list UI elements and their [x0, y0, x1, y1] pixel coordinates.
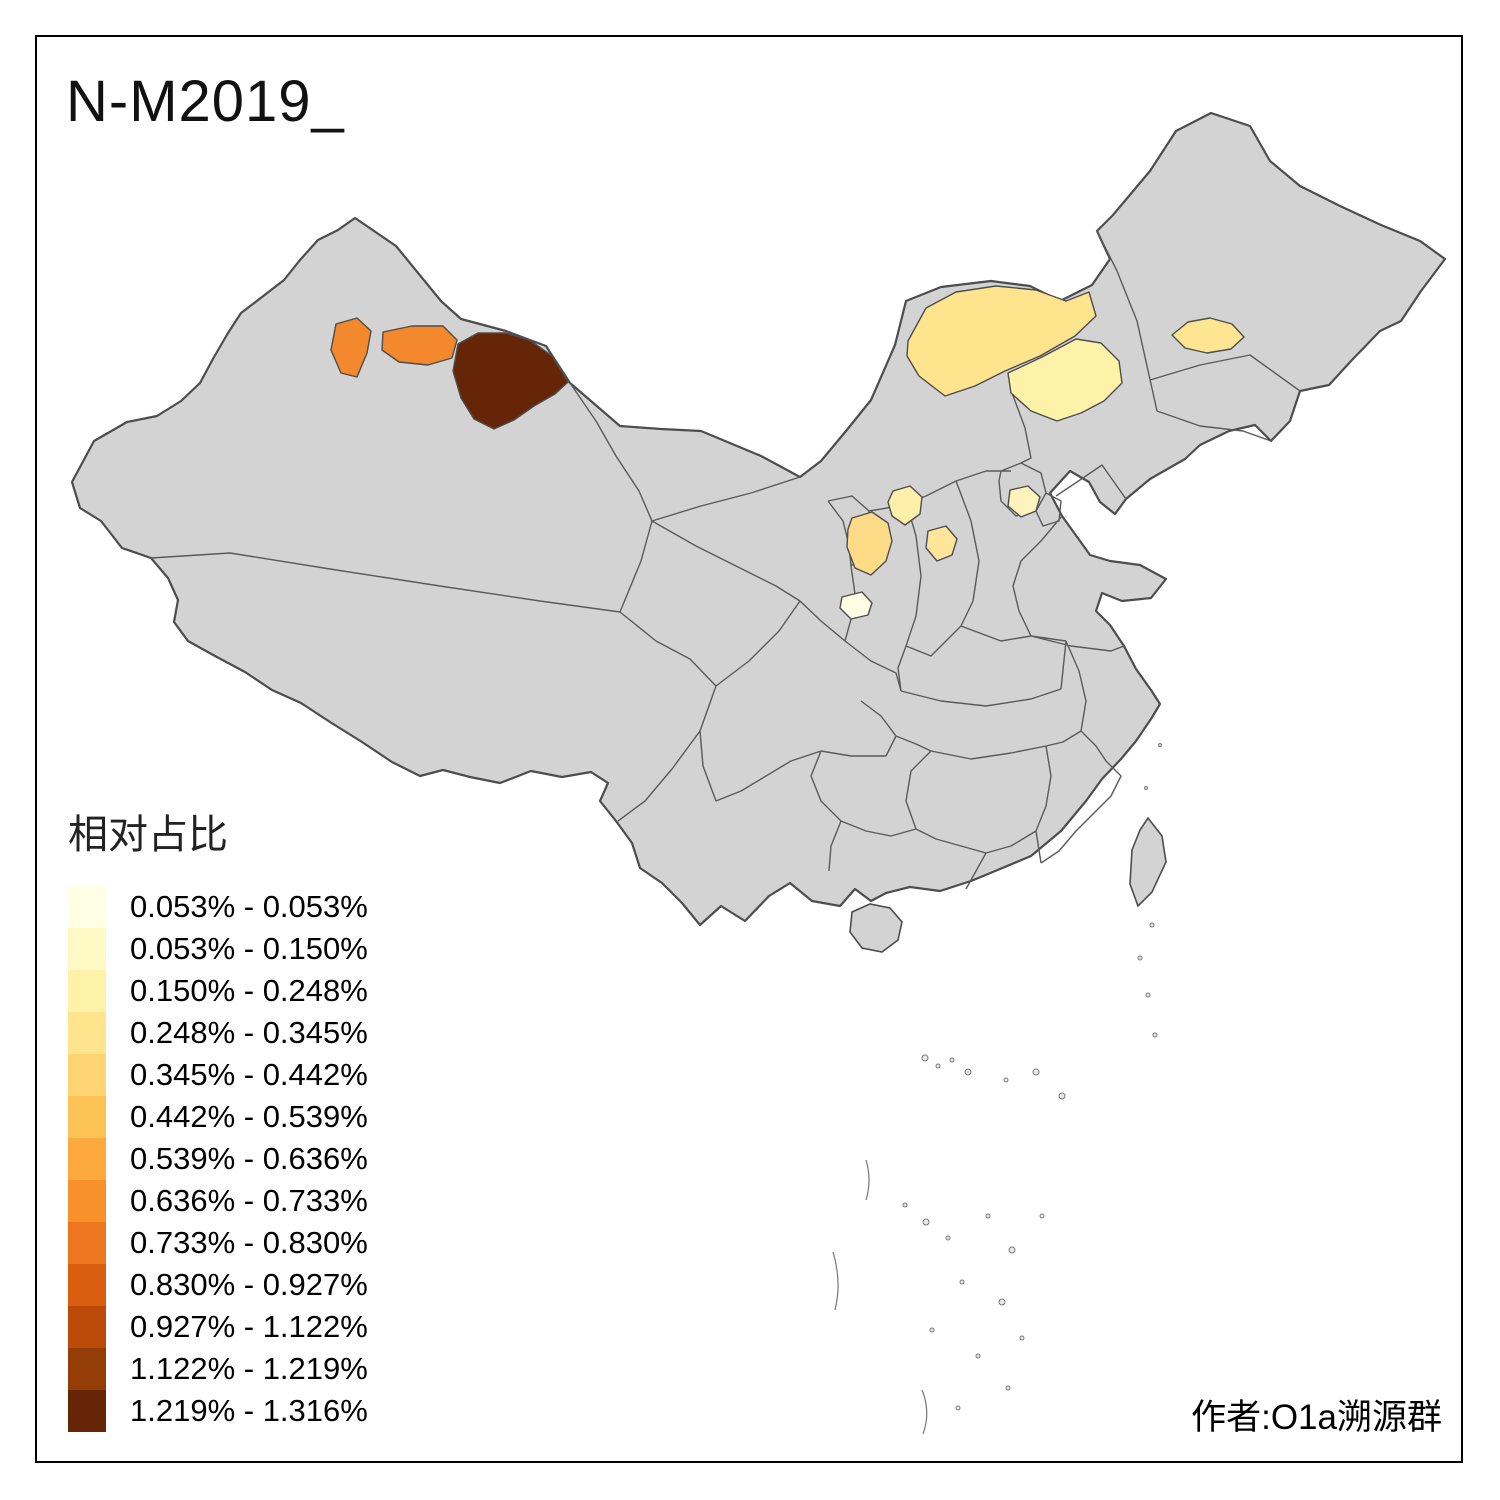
legend-entry-label: 1.219% - 1.316% [130, 1393, 368, 1428]
map-region-11 [839, 591, 873, 620]
legend-swatch [68, 928, 106, 970]
map-region-10 [1007, 485, 1041, 518]
legend-entry: 0.150% - 0.248% [68, 970, 368, 1012]
taiwan-island [1129, 816, 1167, 908]
legend-entry-label: 1.122% - 1.219% [130, 1351, 368, 1386]
legend: 相对占比 0.053% - 0.053% 0.053% - 0.150% 0.1… [68, 802, 368, 1432]
legend-entry: 0.248% - 0.345% [68, 1012, 368, 1054]
legend-entry-label: 0.830% - 0.927% [130, 1267, 368, 1302]
legend-swatch [68, 1390, 106, 1432]
legend-entry-label: 0.150% - 0.248% [130, 973, 368, 1008]
legend-swatch [68, 1138, 106, 1180]
plot-frame [35, 35, 1463, 1463]
map-region-7 [846, 511, 893, 576]
map-region-5 [1007, 338, 1123, 422]
legend-entry: 0.927% - 1.122% [68, 1306, 368, 1348]
legend-entry-label: 0.248% - 0.345% [130, 1015, 368, 1050]
legend-entry-label: 0.442% - 0.539% [130, 1099, 368, 1134]
legend-entry: 1.219% - 1.316% [68, 1390, 368, 1432]
legend-swatch [68, 1348, 106, 1390]
map-region-2 [381, 325, 458, 366]
legend-swatch [68, 1012, 106, 1054]
legend-swatch [68, 1096, 106, 1138]
map-region-9 [925, 525, 958, 562]
legend-title: 相对占比 [68, 813, 228, 857]
map-region-3 [330, 317, 372, 378]
map-region-1 [452, 332, 569, 430]
attribution: 作者:O1a溯源群 [1191, 1398, 1442, 1437]
legend-swatch [68, 1264, 106, 1306]
map-region-4 [906, 285, 1097, 397]
legend-entry: 0.830% - 0.927% [68, 1264, 368, 1306]
hainan-island [849, 903, 903, 953]
south-china-sea-islands [902, 743, 1162, 1411]
legend-entry-label: 0.927% - 1.122% [130, 1309, 368, 1344]
legend-entry: 0.636% - 0.733% [68, 1180, 368, 1222]
legend-entry: 0.345% - 0.442% [68, 1054, 368, 1096]
china-outline [70, 111, 1447, 927]
legend-entry-label: 0.636% - 0.733% [130, 1183, 368, 1218]
legend-entry: 0.733% - 0.830% [68, 1222, 368, 1264]
legend-entry: 1.122% - 1.219% [68, 1348, 368, 1390]
map-region-8 [887, 485, 923, 526]
legend-swatch [68, 1054, 106, 1096]
legend-entry-label: 0.053% - 0.150% [130, 931, 368, 966]
legend-swatch [68, 970, 106, 1012]
legend-swatch [68, 1306, 106, 1348]
legend-entry: 0.053% - 0.053% [68, 886, 368, 928]
legend-entry: 0.053% - 0.150% [68, 928, 368, 970]
page-title: N-M2019_ [66, 69, 345, 134]
legend-entry-label: 0.345% - 0.442% [130, 1057, 368, 1092]
legend-swatch [68, 886, 106, 928]
legend-entry: 0.539% - 0.636% [68, 1138, 368, 1180]
legend-entry-label: 0.733% - 0.830% [130, 1225, 368, 1260]
legend-swatch [68, 1222, 106, 1264]
province-borders [150, 230, 1301, 890]
legend-entries: 0.053% - 0.053% 0.053% - 0.150% 0.150% -… [68, 886, 368, 1432]
legend-entry-label: 0.539% - 0.636% [130, 1141, 368, 1176]
legend-entry: 0.442% - 0.539% [68, 1096, 368, 1138]
map-region-6 [1171, 317, 1245, 354]
legend-entry-label: 0.053% - 0.053% [130, 889, 368, 924]
legend-swatch [68, 1180, 106, 1222]
island-chain-arcs [832, 1159, 928, 1435]
